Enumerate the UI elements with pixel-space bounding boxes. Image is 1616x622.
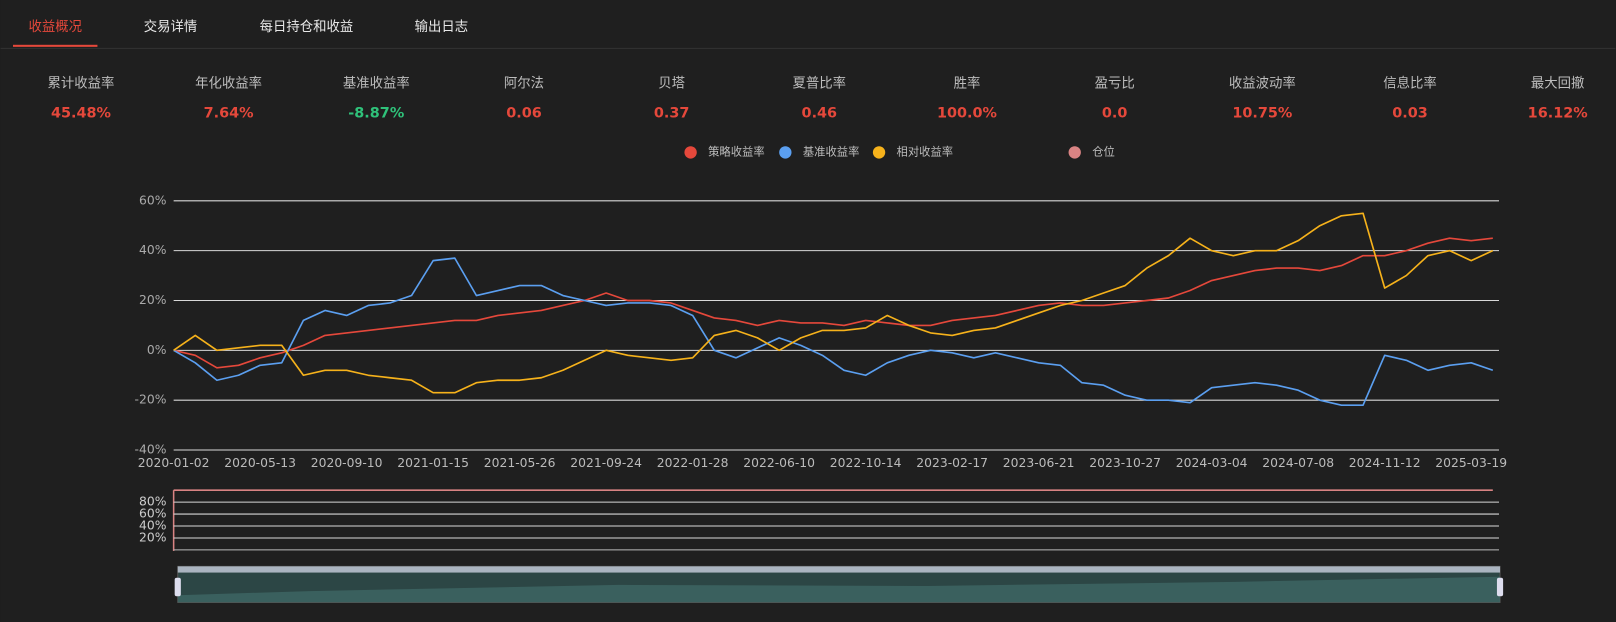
metric-value: 45.48%: [51, 105, 111, 121]
y-tick-label: 20%: [139, 293, 167, 307]
y2-tick-label: 20%: [139, 530, 167, 544]
x-tick-label: 2023-06-21: [1003, 456, 1075, 470]
legend-item[interactable]: 仓位: [1068, 144, 1115, 159]
y-tick-label: 40%: [139, 243, 167, 257]
metric-label: 贝塔: [658, 75, 685, 91]
legend-swatch: [779, 146, 792, 159]
x-tick-label: 2022-01-28: [657, 456, 729, 470]
series-line: [173, 257, 1494, 406]
tab[interactable]: 输出日志: [415, 19, 469, 35]
x-tick-label: 2023-10-27: [1089, 456, 1161, 470]
legend-label: 相对收益率: [897, 144, 954, 158]
legend-swatch: [684, 146, 697, 159]
metric-label: 年化收益率: [195, 74, 262, 91]
x-tick-label: 2023-02-17: [916, 456, 988, 470]
x-tick-label: 2021-09-24: [570, 456, 642, 470]
metric-label: 胜率: [954, 74, 981, 91]
x-tick-label: 2022-06-10: [743, 456, 815, 470]
metric-label: 累计收益率: [48, 74, 115, 91]
metric-value: 0.06: [506, 105, 542, 121]
series-line: [173, 237, 1493, 369]
y2-tick-label: 80%: [139, 495, 167, 509]
metric-value: -8.87%: [348, 105, 404, 121]
x-tick-label: 2021-01-15: [397, 456, 469, 470]
metric-value: 0.37: [654, 105, 690, 121]
y-tick-label: 0%: [147, 343, 167, 357]
slider-handle[interactable]: [1496, 577, 1504, 597]
legend-label: 基准收益率: [803, 144, 860, 158]
x-tick-label: 2020-09-10: [311, 456, 383, 470]
metric-label: 信息比率: [1383, 74, 1437, 91]
x-tick-label: 2022-10-14: [830, 456, 902, 470]
x-tick-label: 2021-05-26: [484, 456, 556, 470]
legend-swatch: [872, 146, 886, 159]
metric-value: 100.0%: [937, 105, 997, 121]
metric-value: 16.12%: [1528, 105, 1588, 121]
legend-item[interactable]: 相对收益率: [872, 144, 954, 159]
y-tick-label: -40%: [135, 443, 167, 457]
metric-label: 收益波动率: [1229, 74, 1296, 91]
y2-tick-label: 60%: [139, 507, 167, 521]
y-tick-label: -20%: [135, 393, 167, 407]
tab[interactable]: 交易详情: [144, 18, 198, 35]
x-tick-label: 2024-07-08: [1262, 456, 1334, 470]
legend-item[interactable]: 策略收益率: [684, 144, 765, 159]
metric-value: 0.03: [1392, 105, 1428, 121]
series-line: [173, 212, 1494, 394]
range-slider[interactable]: [174, 565, 1504, 603]
legend-item[interactable]: 基准收益率: [779, 144, 860, 159]
x-tick-label: 2020-01-02: [138, 456, 210, 470]
y-tick-label: 60%: [139, 193, 167, 207]
slider-preview: [177, 576, 1501, 603]
metric-label: 盈亏比: [1095, 75, 1135, 91]
slider-handle[interactable]: [174, 577, 181, 597]
metric-label: 基准收益率: [343, 74, 410, 91]
legend-swatch: [1068, 146, 1081, 159]
slider-bar: [177, 566, 1501, 573]
tab[interactable]: 每日持仓和收益: [260, 19, 354, 35]
metric-label: 夏普比率: [793, 74, 847, 91]
x-tick-label: 2020-05-13: [224, 456, 296, 470]
tab-underline: [12, 44, 98, 47]
legend-label: 策略收益率: [708, 144, 765, 158]
metric-value: 10.75%: [1232, 105, 1292, 121]
x-tick-label: 2024-03-04: [1176, 456, 1248, 470]
tab[interactable]: 收益概况: [28, 19, 82, 35]
y2-tick-label: 40%: [139, 519, 167, 533]
legend-label: 仓位: [1092, 144, 1115, 158]
metric-value: 7.64%: [204, 105, 254, 121]
metric-label: 阿尔法: [504, 75, 544, 91]
x-tick-label: 2025-03-19: [1435, 456, 1507, 470]
metric-label: 最大回撤: [1531, 75, 1585, 91]
metric-value: 0.46: [802, 105, 838, 121]
x-tick-label: 2024-11-12: [1349, 456, 1421, 470]
metric-value: 0.0: [1102, 105, 1128, 121]
